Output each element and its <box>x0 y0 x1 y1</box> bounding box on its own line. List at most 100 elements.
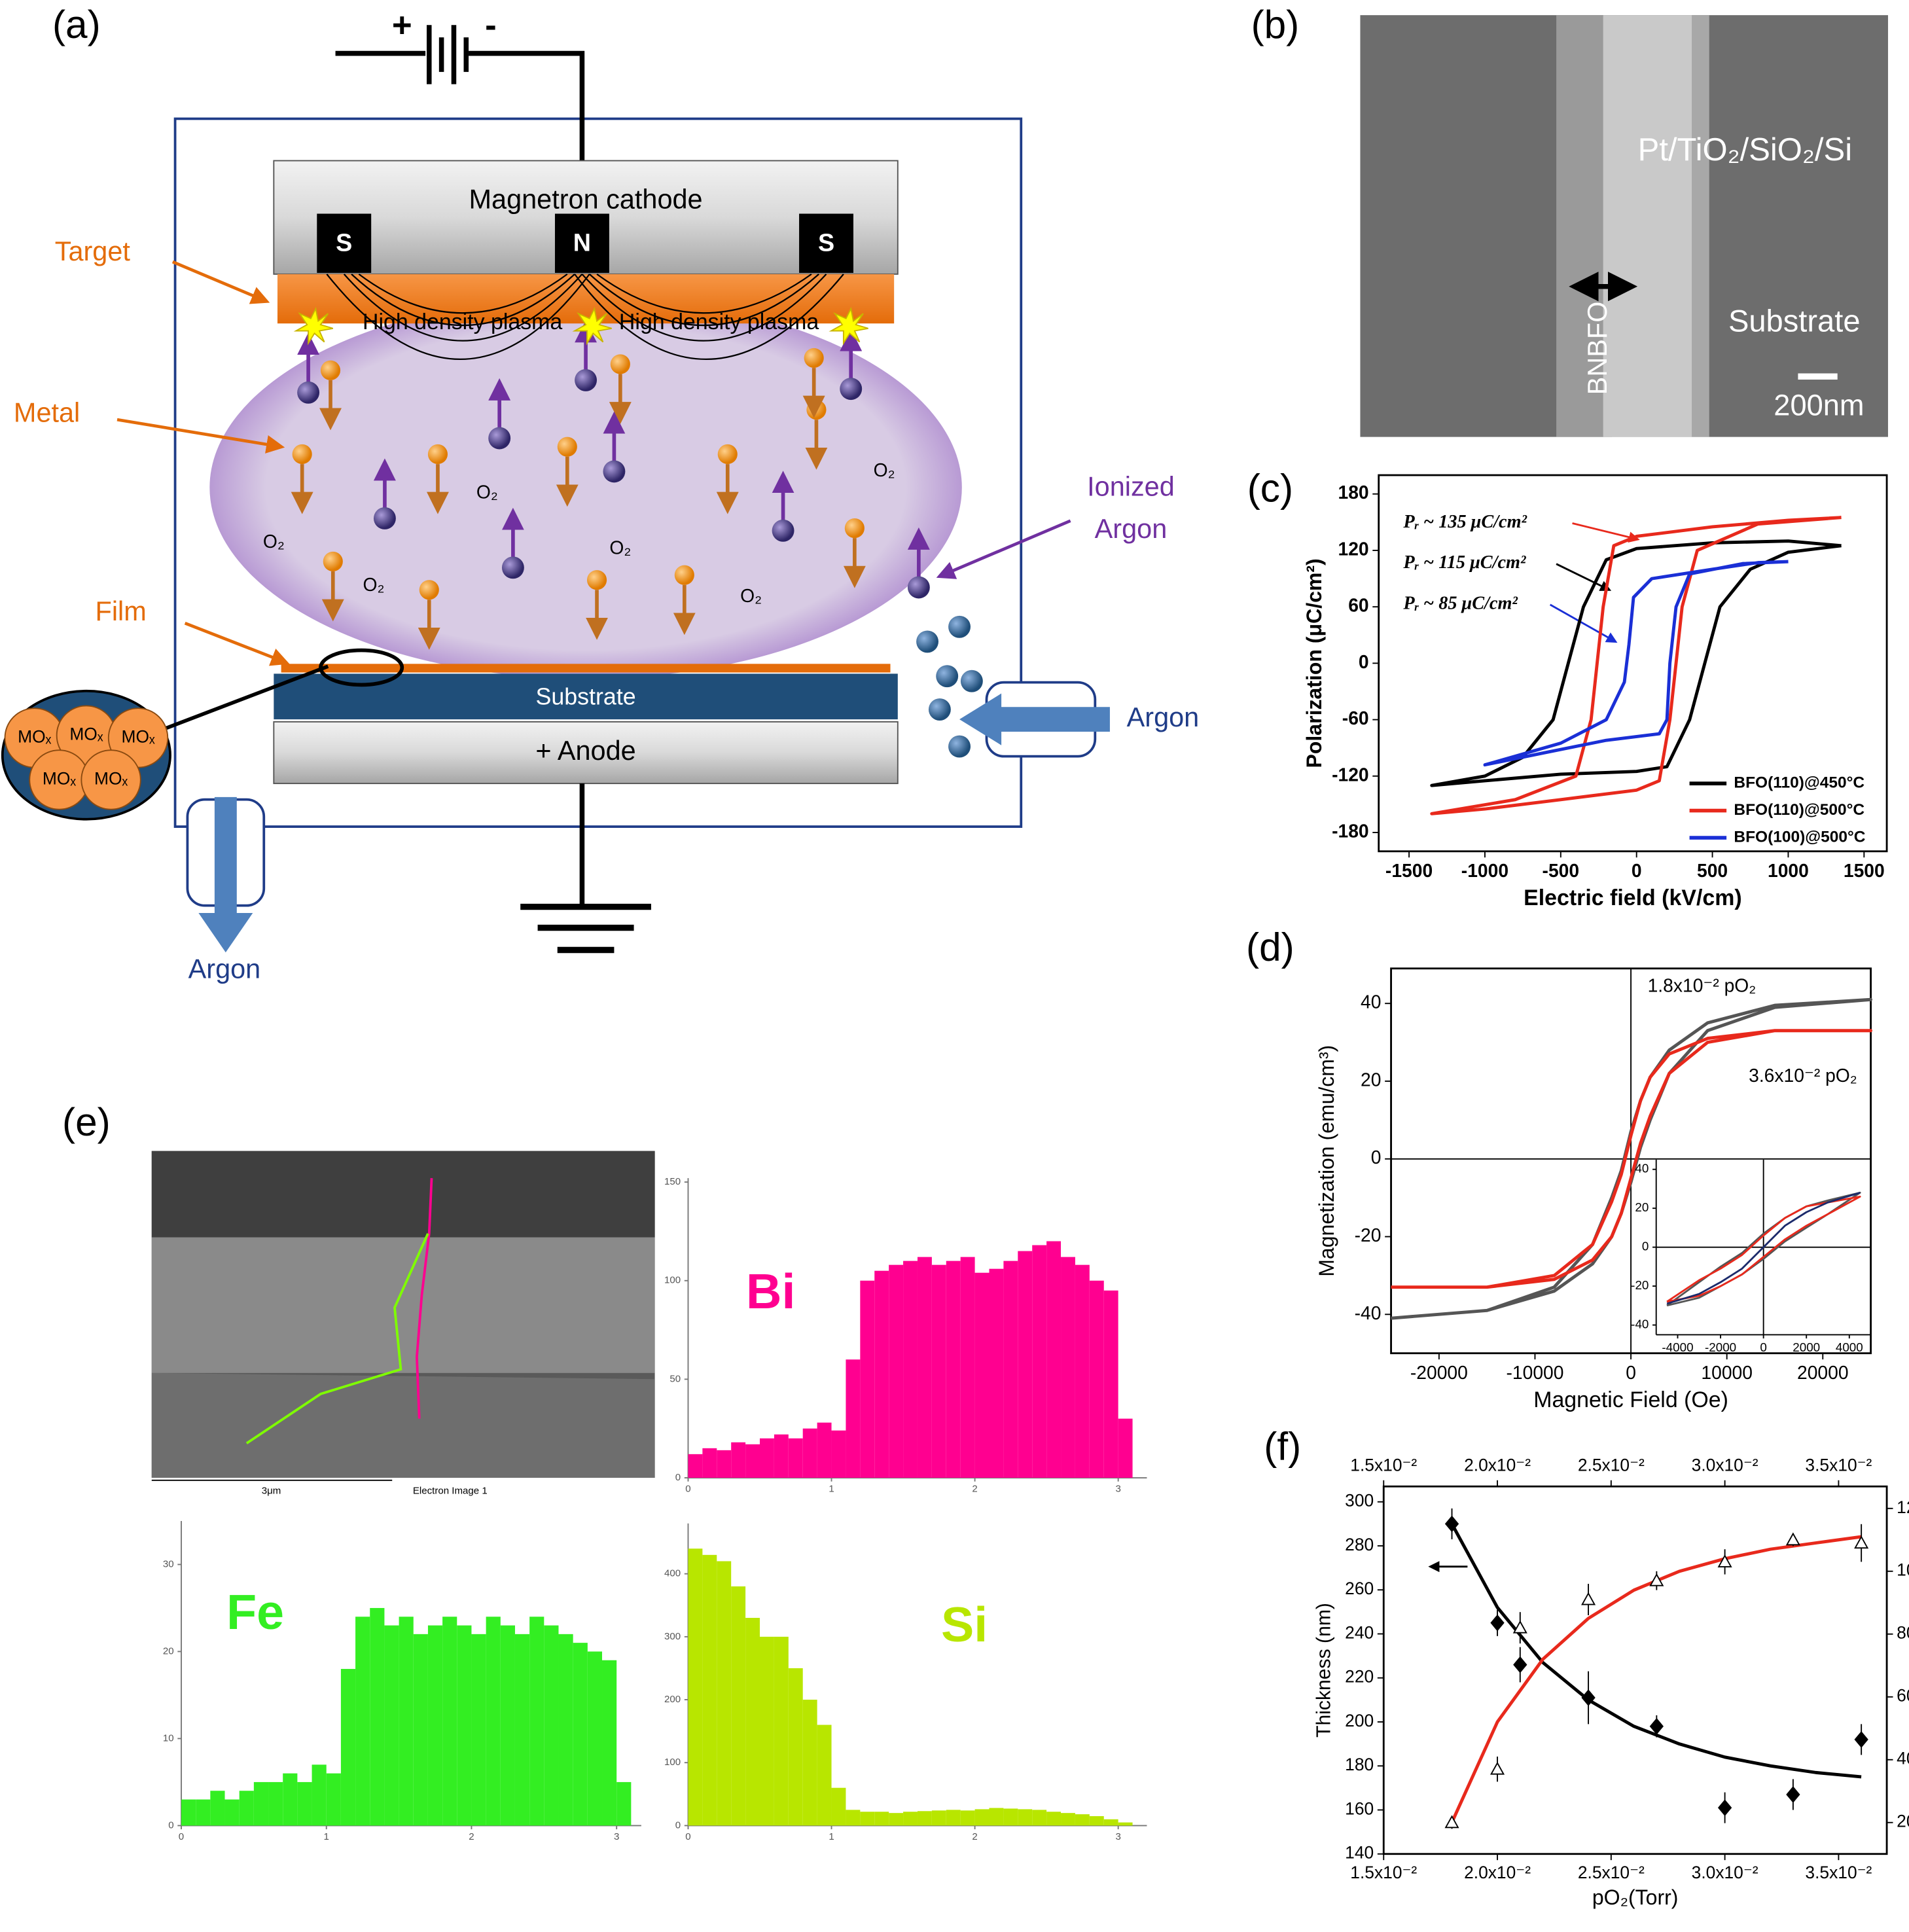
wire <box>469 50 585 161</box>
bar <box>760 1636 774 1826</box>
x-tick-label: 2.5x10⁻² <box>1578 1863 1645 1882</box>
oxide-label: MOₓ <box>94 768 128 788</box>
bar <box>946 1261 961 1478</box>
bar <box>1046 1812 1062 1826</box>
y-tick-label: 0 <box>1359 651 1369 672</box>
point <box>1717 1799 1732 1816</box>
bar <box>931 1264 946 1478</box>
bar <box>210 1791 225 1826</box>
image-region <box>151 1372 655 1478</box>
y-tick-label: 10 <box>163 1732 174 1744</box>
bar <box>917 1257 932 1478</box>
legend-label: BFO(110)@450°C <box>1734 774 1864 792</box>
scan-line <box>245 1233 429 1444</box>
ionized-label: Argon <box>1095 513 1168 544</box>
sputter-diagram: + - <box>1 6 1200 984</box>
annotation-arrow <box>1556 563 1612 591</box>
y-tick-label: 240 <box>1345 1622 1374 1642</box>
x2-tick-label: 1.5x10⁻² <box>1350 1456 1417 1475</box>
argon-ion <box>907 576 930 599</box>
bar <box>960 1257 975 1478</box>
x-tick-label: 3 <box>1115 1831 1120 1842</box>
bar <box>717 1450 732 1478</box>
bar <box>1032 1810 1047 1826</box>
y-axis-label: Magnetization (emu/cm³) <box>1315 1045 1338 1277</box>
point <box>1581 1592 1596 1605</box>
x-axis-label: Magnetic Field (Oe) <box>1533 1387 1728 1412</box>
argon-ion <box>297 381 320 404</box>
point <box>1854 1535 1869 1549</box>
chart: -20000 -10000 0 10000 20000-40-2002040Magnet… <box>1315 967 1873 1412</box>
bar <box>1103 1290 1118 1478</box>
plasma <box>209 296 962 679</box>
y-axis-label: Thickness (nm) <box>1313 1603 1335 1738</box>
bar <box>846 1359 861 1478</box>
y-tick-label: 40 <box>1361 992 1381 1012</box>
metal-atom <box>844 518 865 539</box>
anode-label: + Anode <box>535 735 635 766</box>
scan-line <box>416 1178 433 1419</box>
target-label: Target <box>55 236 131 266</box>
y2-tick-label: 20 <box>1897 1812 1909 1831</box>
x-tick-label: -4000 <box>1662 1340 1693 1354</box>
argon-ion <box>772 519 794 542</box>
bar <box>370 1607 385 1826</box>
argon-arrow <box>198 796 253 953</box>
chart: -4000 -2000 0 2000 4000 -40 -20 0 20 40 <box>1631 1159 1871 1354</box>
bar <box>399 1617 414 1826</box>
bar <box>312 1764 327 1826</box>
x-tick-label: 10000 <box>1701 1362 1753 1383</box>
y-tick-label: 120 <box>1338 538 1369 559</box>
chart: 1.5x10⁻² 2.0x10⁻² 2.5x10⁻² 3.0x10⁻² 3.5x10⁻²… <box>1313 1456 1909 1909</box>
metal-label: Metal <box>14 397 80 428</box>
y-tick-label: 0 <box>675 1819 681 1831</box>
bar <box>253 1781 269 1826</box>
bar <box>1003 1261 1018 1478</box>
bar <box>974 1809 990 1826</box>
metal-atom <box>323 551 343 572</box>
sem-layer <box>1603 15 1692 437</box>
y-tick-label: 0 <box>675 1472 681 1483</box>
bar <box>903 1261 918 1478</box>
oxide-label: MOₓ <box>121 726 154 746</box>
y-tick-label: 0 <box>1371 1147 1382 1168</box>
argon-ion <box>603 460 626 483</box>
y2-tick-label: 40 <box>1897 1749 1909 1768</box>
x-tick-label: 1 <box>829 1484 834 1495</box>
bar <box>989 1808 1004 1826</box>
metal-atom <box>610 354 630 374</box>
y2-tick-label: 100 <box>1897 1560 1909 1580</box>
point <box>1513 1656 1527 1673</box>
x2-tick-label: 2.5x10⁻² <box>1578 1456 1645 1475</box>
zoom-ring <box>319 648 404 687</box>
oxygen-label: O₂ <box>476 482 498 503</box>
bar <box>224 1799 240 1826</box>
bar <box>283 1773 298 1826</box>
point <box>1785 1532 1800 1546</box>
argon-label: Argon <box>1127 702 1200 732</box>
bar <box>1018 1251 1033 1478</box>
film-label: Film <box>96 596 147 626</box>
argon-label: Argon <box>188 953 261 984</box>
bar <box>558 1634 573 1826</box>
bar <box>874 1812 889 1826</box>
point <box>1490 1761 1505 1775</box>
y-tick-label: 300 <box>664 1631 681 1642</box>
sem-layer <box>1556 15 1612 437</box>
y-tick-label: -40 <box>1631 1317 1649 1331</box>
series-label: 3.6x10⁻² pO₂ <box>1749 1065 1857 1086</box>
film-label: BNBFO <box>1582 302 1613 395</box>
bar <box>1018 1809 1033 1826</box>
bar <box>239 1791 254 1826</box>
bar <box>1061 1257 1075 1478</box>
bar <box>457 1625 472 1826</box>
y-tick-label: 280 <box>1345 1535 1374 1554</box>
pointer <box>116 418 285 454</box>
bar <box>802 1700 817 1826</box>
bar <box>442 1617 457 1826</box>
y-tick-label: 180 <box>1345 1755 1374 1774</box>
x-tick-label: 3 <box>614 1831 619 1842</box>
bar <box>831 1787 846 1826</box>
